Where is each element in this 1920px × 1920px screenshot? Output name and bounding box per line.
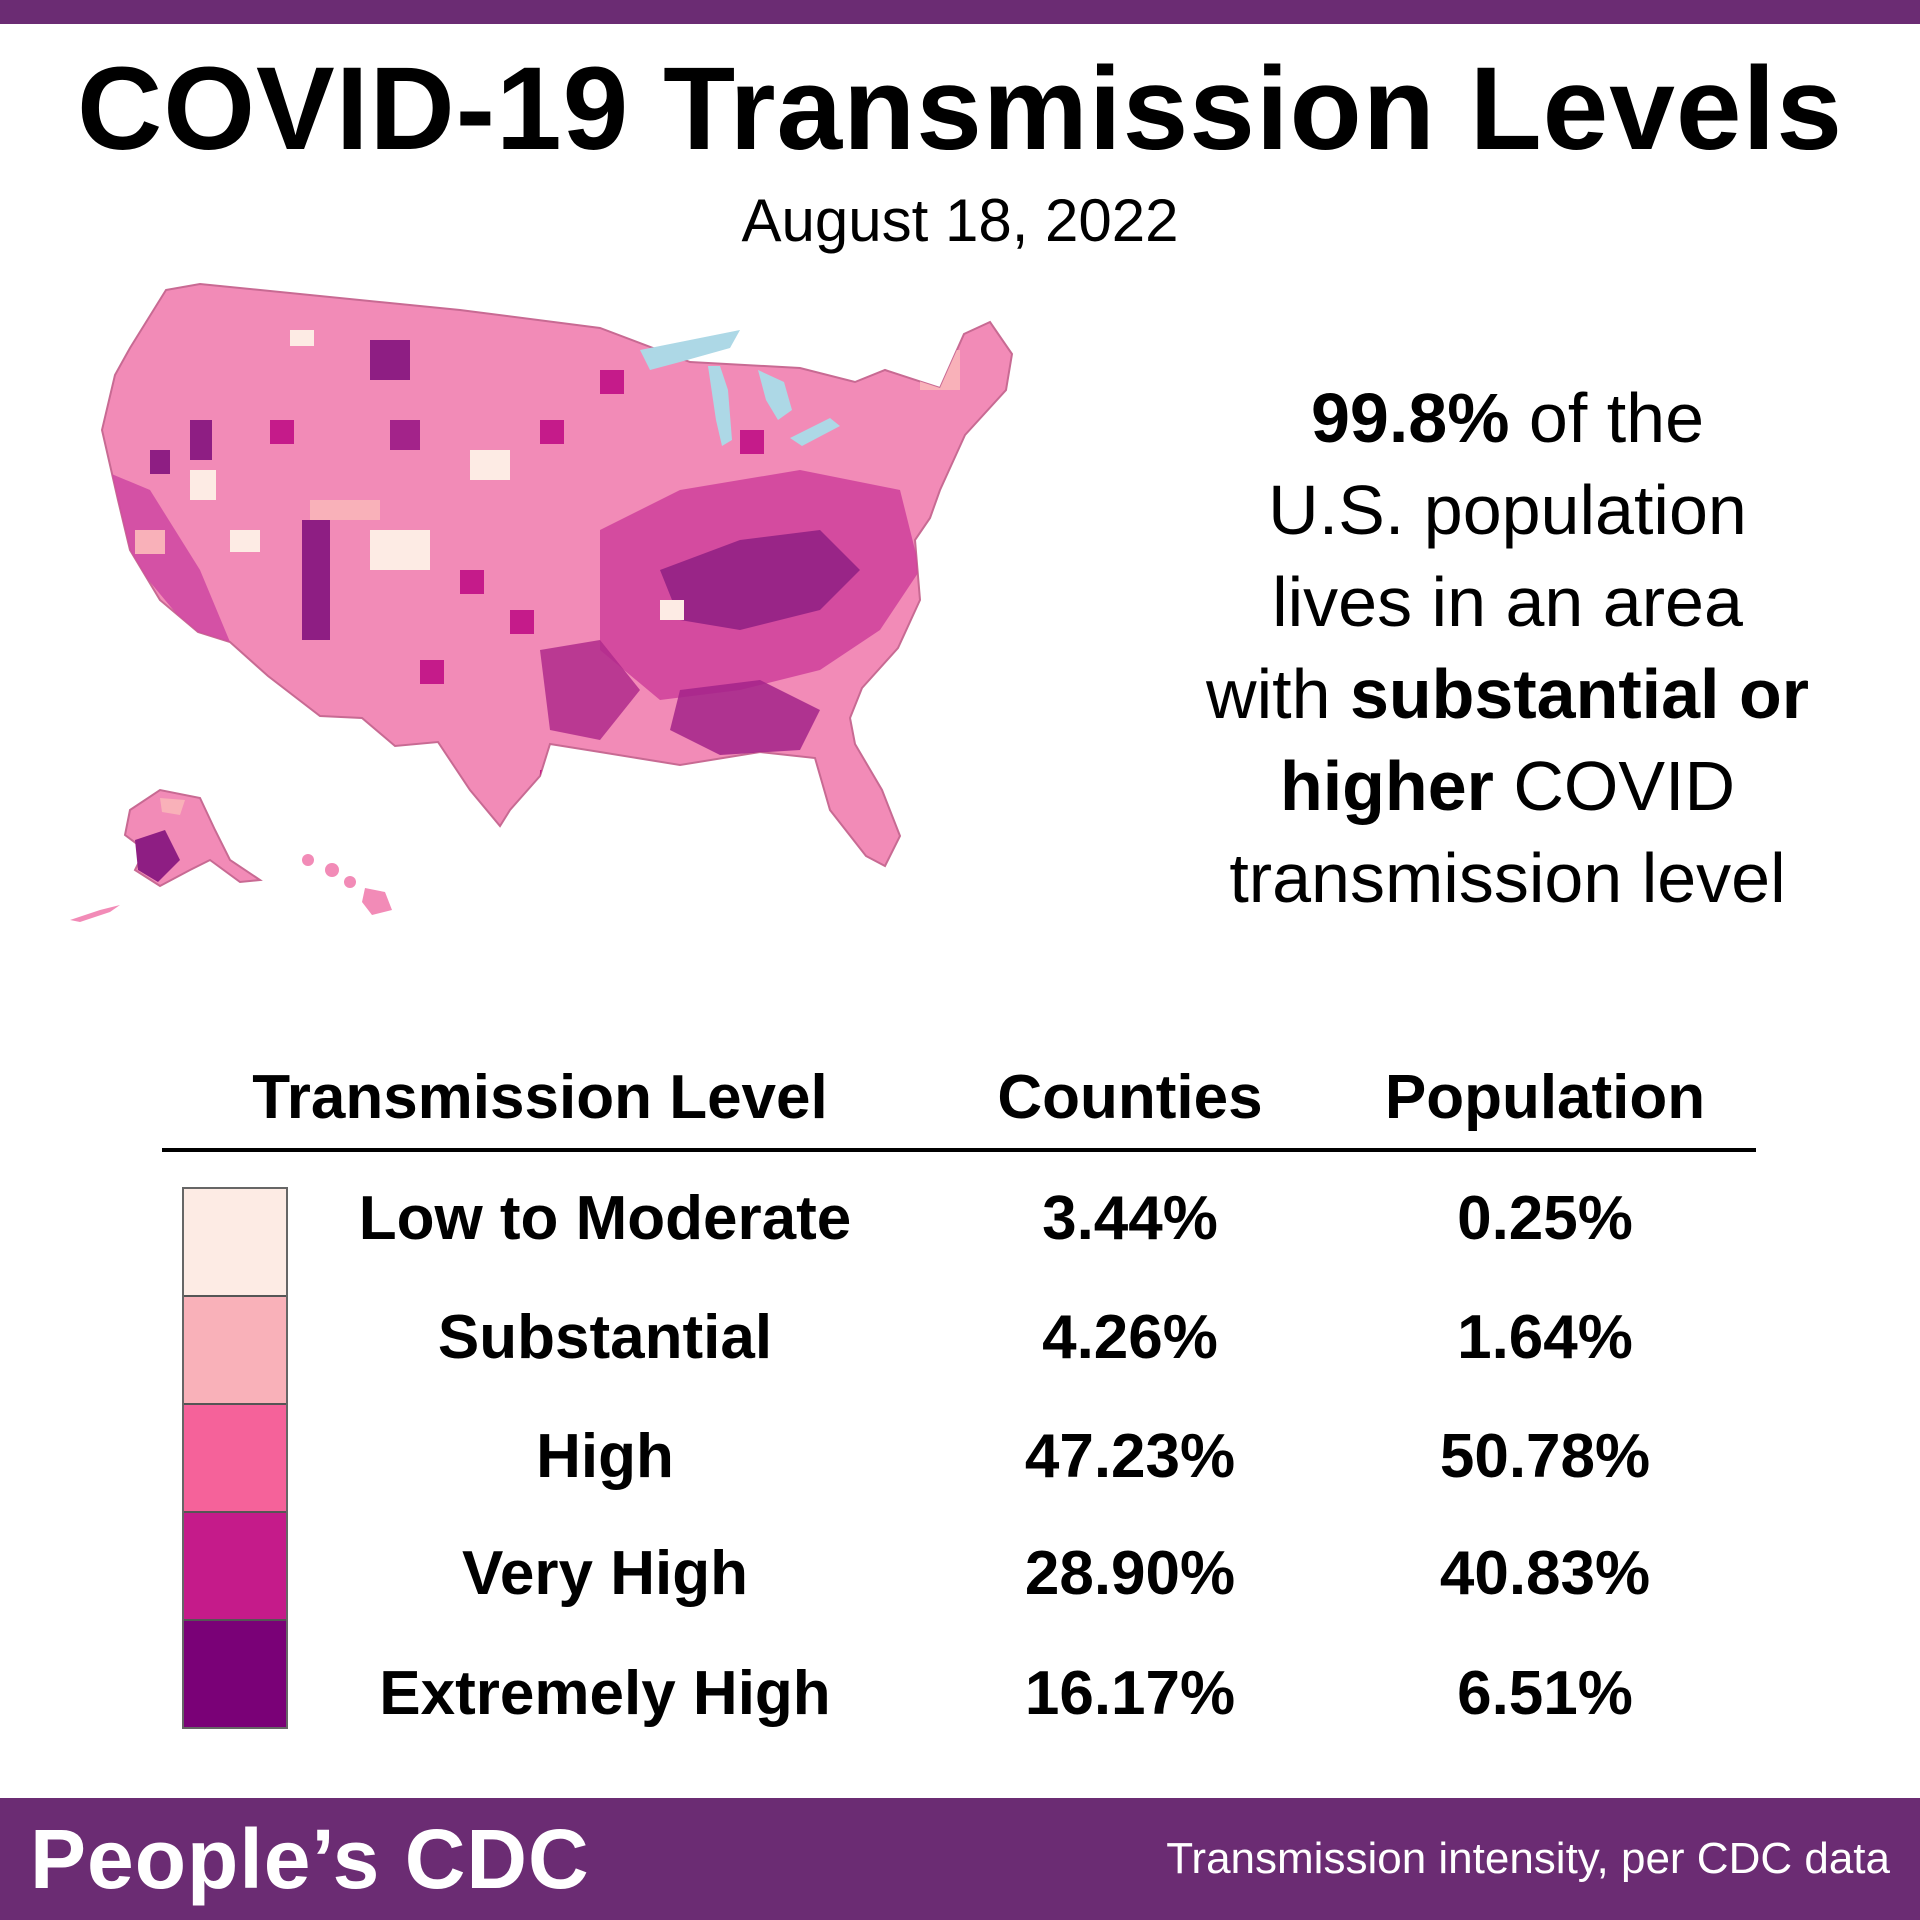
- patch-low-1: [190, 470, 216, 500]
- level-label: Low to Moderate: [358, 1184, 852, 1253]
- callout-line-2: U.S. population: [1268, 471, 1747, 549]
- hawaii-island-1: [302, 854, 314, 866]
- region-south-central: [540, 640, 640, 740]
- patch-vh-8: [800, 810, 820, 830]
- header-population: Population: [1384, 1063, 1706, 1132]
- alaska-extreme-patch: [135, 830, 180, 882]
- population-value: 50.78%: [1439, 1422, 1651, 1491]
- lake-superior: [640, 330, 740, 370]
- population-value: 40.83%: [1439, 1539, 1651, 1608]
- aleutian-islands: [70, 905, 120, 922]
- callout-line-5: higher COVID: [1150, 740, 1865, 832]
- top-bar: [0, 0, 1920, 24]
- counties-value: 3.44%: [1042, 1184, 1218, 1253]
- lake-huron: [758, 370, 792, 420]
- page-title: COVID-19 Transmission Levels: [77, 43, 1843, 175]
- patch-vh-2: [510, 610, 534, 634]
- patch-oregon-1: [190, 420, 212, 460]
- callout-line-5-rest: COVID: [1493, 747, 1736, 825]
- level-label: High: [536, 1422, 674, 1491]
- region-california: [102, 470, 230, 642]
- callout-line-3: lives in an area: [1272, 563, 1743, 641]
- counties-value: 4.26%: [1042, 1303, 1218, 1372]
- patch-substantial-2: [135, 530, 165, 554]
- patch-low-6: [660, 600, 684, 620]
- level-label: Substantial: [437, 1303, 773, 1372]
- patch-vh-5: [540, 420, 564, 444]
- patch-vh-9: [540, 770, 560, 790]
- callout-line-1: 99.8% of the: [1150, 372, 1865, 464]
- callout-stat: 99.8%: [1310, 379, 1510, 457]
- swatch-very-high: [184, 1513, 286, 1621]
- level-label: Extremely High: [379, 1659, 831, 1728]
- table-header-rule: [162, 1148, 1756, 1152]
- header-transmission-level: Transmission Level: [252, 1063, 828, 1132]
- patch-low-5: [290, 330, 314, 346]
- population-value: 6.51%: [1457, 1659, 1633, 1728]
- hawaii-big-island: [362, 888, 392, 915]
- patch-vh-3: [420, 660, 444, 684]
- patch-vh-4: [270, 420, 294, 444]
- patch-vh-6: [600, 370, 624, 394]
- region-deep-south: [670, 680, 820, 755]
- callout-line-6: transmission level: [1229, 839, 1786, 917]
- counties-value: 47.23%: [1024, 1422, 1236, 1491]
- data-source-note: Transmission intensity, per CDC data: [1166, 1834, 1890, 1883]
- patch-vh-7: [740, 430, 764, 454]
- level-label: Very High: [462, 1539, 748, 1608]
- counties-value: 16.17%: [1024, 1659, 1236, 1728]
- callout-line-5-bold: higher: [1279, 747, 1494, 825]
- brand-logo-text: People’s CDC: [30, 1812, 590, 1906]
- header-counties: Counties: [997, 1063, 1263, 1132]
- swatch-extremely-high: [184, 1621, 286, 1727]
- region-appalachia-extreme: [660, 530, 860, 630]
- footer-bar: People’s CDC Transmission intensity, per…: [0, 1798, 1920, 1920]
- lake-michigan: [708, 366, 732, 446]
- patch-substantial-1: [310, 500, 380, 520]
- patch-low-2: [230, 530, 260, 552]
- callout-line-1-rest: of the: [1509, 379, 1705, 457]
- callout-line-4: with substantial or: [1150, 648, 1865, 740]
- patch-low-3: [370, 530, 430, 570]
- hawaii-island-3: [344, 876, 356, 888]
- region-southwest-extreme: [302, 520, 330, 640]
- callout-line-4-bold: substantial or: [1349, 655, 1809, 733]
- swatch-low-to-moderate: [184, 1189, 286, 1297]
- patch-vh-1: [460, 570, 484, 594]
- patch-plains-1: [390, 420, 420, 450]
- us-county-transmission-map: [70, 283, 1013, 922]
- swatch-high: [184, 1405, 286, 1513]
- lake-erie: [790, 418, 840, 446]
- population-value: 0.25%: [1457, 1184, 1633, 1253]
- population-callout: 99.8% of the U.S. population lives in an…: [1150, 372, 1865, 924]
- region-montana-extreme: [370, 340, 410, 380]
- legend-swatches: [182, 1187, 288, 1729]
- hawaii-island-2: [325, 863, 339, 877]
- counties-value: 28.90%: [1024, 1539, 1236, 1608]
- patch-oregon-2: [150, 450, 170, 474]
- population-value: 1.64%: [1457, 1303, 1633, 1372]
- patch-low-4: [470, 450, 510, 480]
- alaska-substantial-patch: [160, 798, 185, 815]
- report-date: August 18, 2022: [741, 187, 1179, 254]
- swatch-substantial: [184, 1297, 286, 1405]
- callout-line-4-pre: with: [1206, 655, 1350, 733]
